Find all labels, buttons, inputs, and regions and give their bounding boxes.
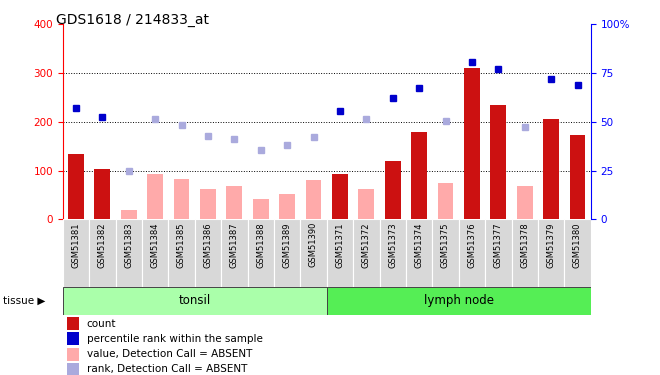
Text: tonsil: tonsil (179, 294, 211, 307)
Bar (115, 219, 142, 287)
Bar (327, 287, 591, 315)
Bar (300, 219, 327, 287)
Text: value, Detection Call = ABSENT: value, Detection Call = ABSENT (86, 349, 252, 359)
Text: rank, Detection Call = ABSENT: rank, Detection Call = ABSENT (86, 364, 247, 374)
Bar (564, 219, 591, 287)
Bar (538, 219, 564, 287)
Text: GSM51381: GSM51381 (71, 222, 81, 268)
Text: GSM51380: GSM51380 (573, 222, 582, 268)
Bar (279, 194, 295, 219)
Text: percentile rank within the sample: percentile rank within the sample (86, 334, 263, 344)
Bar (512, 219, 538, 287)
Bar (385, 161, 401, 219)
Bar (200, 189, 216, 219)
Bar (517, 186, 533, 219)
Text: GSM51376: GSM51376 (467, 222, 477, 268)
Text: GSM51378: GSM51378 (520, 222, 529, 268)
Bar (94, 169, 110, 219)
Bar (379, 219, 406, 287)
Bar (226, 186, 242, 219)
Bar (195, 219, 221, 287)
Text: GSM51390: GSM51390 (309, 222, 318, 267)
Text: GSM51374: GSM51374 (414, 222, 424, 268)
Text: GSM51386: GSM51386 (203, 222, 213, 268)
Bar (570, 135, 585, 219)
Bar (485, 219, 512, 287)
Text: GSM51384: GSM51384 (150, 222, 160, 268)
Bar (168, 219, 195, 287)
Bar (68, 154, 84, 219)
Text: GSM51387: GSM51387 (230, 222, 239, 268)
Text: lymph node: lymph node (424, 294, 494, 307)
Bar (63, 219, 89, 287)
Bar (274, 219, 300, 287)
Bar (438, 183, 453, 219)
Bar (67, 317, 79, 330)
Bar (490, 105, 506, 219)
Text: GSM51383: GSM51383 (124, 222, 133, 268)
Bar (63, 287, 327, 315)
Bar (411, 132, 427, 219)
Text: GSM51373: GSM51373 (388, 222, 397, 268)
Text: GSM51379: GSM51379 (546, 222, 556, 268)
Bar (306, 180, 321, 219)
Bar (67, 363, 79, 375)
Text: tissue ▶: tissue ▶ (3, 296, 45, 306)
Bar (327, 219, 353, 287)
Bar (358, 189, 374, 219)
Bar (248, 219, 274, 287)
Bar (543, 119, 559, 219)
Bar (459, 219, 485, 287)
Text: GSM51371: GSM51371 (335, 222, 345, 268)
Bar (142, 219, 168, 287)
Text: count: count (86, 319, 116, 329)
Bar (174, 179, 189, 219)
Text: GSM51375: GSM51375 (441, 222, 450, 268)
Bar (121, 210, 137, 219)
Text: GSM51372: GSM51372 (362, 222, 371, 268)
Text: GSM51385: GSM51385 (177, 222, 186, 268)
Bar (406, 219, 432, 287)
Bar (332, 174, 348, 219)
Text: GSM51377: GSM51377 (494, 222, 503, 268)
Text: GSM51382: GSM51382 (98, 222, 107, 268)
Bar (67, 348, 79, 361)
Text: GSM51389: GSM51389 (282, 222, 292, 268)
Bar (67, 333, 79, 345)
Bar (221, 219, 248, 287)
Bar (464, 68, 480, 219)
Text: GDS1618 / 214833_at: GDS1618 / 214833_at (56, 13, 209, 27)
Bar (147, 174, 163, 219)
Text: GSM51388: GSM51388 (256, 222, 265, 268)
Bar (253, 199, 269, 219)
Bar (432, 219, 459, 287)
Bar (89, 219, 116, 287)
Bar (353, 219, 380, 287)
